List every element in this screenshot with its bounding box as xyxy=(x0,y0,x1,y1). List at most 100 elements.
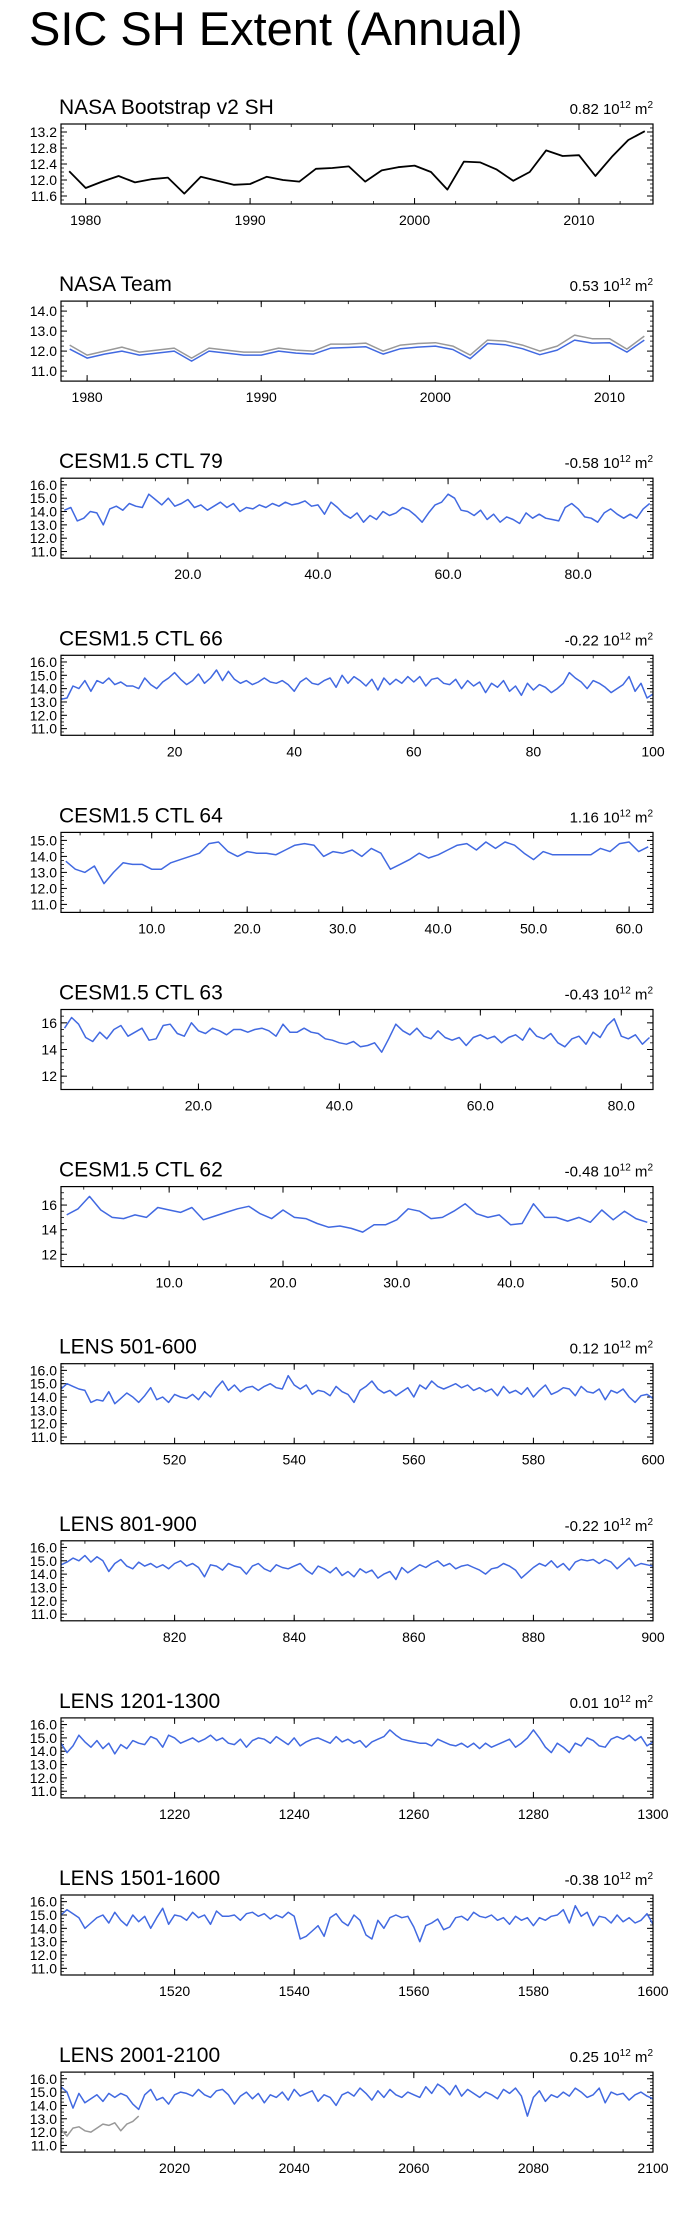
trend-value: 0.01 10 xyxy=(570,1695,620,1712)
trend-unit-exponent: 2 xyxy=(647,2048,653,2059)
plot-frame xyxy=(60,1717,654,1799)
chart-panel: LENS 501-600 0.12 1012 m2 11.012.013.014.0… xyxy=(30,1336,665,1468)
chart-panel: CESM1.5 CTL 66 -0.22 1012 m211.012.013.01… xyxy=(30,627,665,759)
series-line xyxy=(60,1729,654,1755)
x-tick-label: 2010 xyxy=(563,212,594,228)
x-tick-label: 2060 xyxy=(398,2160,429,2176)
y-tick-label: 12.0 xyxy=(30,707,57,723)
y-tick-label: 11.0 xyxy=(31,2137,57,2153)
x-tick-label: 840 xyxy=(283,1629,307,1645)
plot-frame xyxy=(60,1540,654,1622)
y-tick-label: 11.0 xyxy=(31,1429,57,1445)
x-tick-label: 2020 xyxy=(159,2160,190,2176)
x-tick-label: 20.0 xyxy=(174,566,201,582)
series-line xyxy=(60,669,654,701)
y-tick-label: 11.0 xyxy=(31,1783,57,1799)
y-tick-label: 11.0 xyxy=(31,544,57,560)
trend-value: -0.38 10 xyxy=(565,1872,620,1889)
trend-label: -0.22 1012 m2 xyxy=(565,631,654,649)
trend-unit: m xyxy=(631,632,648,649)
x-tick-label: 1980 xyxy=(70,212,101,228)
y-tick-label: 12.8 xyxy=(30,140,57,156)
x-tick-label: 80.0 xyxy=(608,1098,635,1114)
y-tick-label: 16.0 xyxy=(30,477,57,493)
y-tick-label: 14.0 xyxy=(30,504,57,520)
y-tick-label: 11.0 xyxy=(31,1606,57,1622)
x-tick-label: 30.0 xyxy=(329,920,356,936)
series-line xyxy=(69,339,645,362)
y-tick-label: 14.0 xyxy=(30,681,57,697)
y-tick-label: 12 xyxy=(41,1246,57,1262)
series-line xyxy=(65,841,649,885)
y-tick-label: 13.0 xyxy=(30,1934,57,1950)
trend-unit-exponent: 2 xyxy=(647,1694,653,1705)
y-tick-label: 13.0 xyxy=(30,2111,57,2127)
trend-label: -0.48 1012 m2 xyxy=(565,1163,654,1181)
x-tick-label: 1580 xyxy=(518,1983,549,1999)
panel-title: LENS 501-600 xyxy=(59,1336,197,1359)
panel-title: LENS 1501-1600 xyxy=(59,1867,220,1890)
trend-value: 0.53 10 xyxy=(570,278,620,295)
x-tick-label: 2100 xyxy=(637,2160,668,2176)
x-tick-label: 60.0 xyxy=(616,920,643,936)
plot-frame xyxy=(60,1894,654,1976)
trend-exponent: 12 xyxy=(620,986,632,997)
y-tick-label: 15.0 xyxy=(30,1907,57,1923)
trend-exponent: 12 xyxy=(620,1163,632,1174)
x-tick-label: 1540 xyxy=(279,1983,310,1999)
y-tick-label: 14.0 xyxy=(30,1566,57,1582)
y-tick-label: 12.0 xyxy=(30,343,57,359)
panel-title: LENS 801-900 xyxy=(59,1513,197,1536)
trend-exponent: 12 xyxy=(620,100,632,111)
y-tick-label: 13.0 xyxy=(30,864,57,880)
y-tick-label: 14.0 xyxy=(30,303,57,319)
chart-panels: NASA Bootstrap v2 SH 0.82 1012 m211.612.0… xyxy=(30,96,669,2176)
x-tick-label: 1980 xyxy=(72,389,103,405)
series-line xyxy=(66,1195,648,1233)
y-tick-label: 16 xyxy=(41,1015,57,1031)
y-tick-label: 15.0 xyxy=(30,2084,57,2100)
plot-frame xyxy=(60,123,654,205)
plot-frame xyxy=(60,654,654,736)
x-tick-label: 60 xyxy=(406,743,422,759)
x-tick-label: 20 xyxy=(167,743,183,759)
trend-exponent: 12 xyxy=(620,631,632,642)
y-tick-label: 16 xyxy=(41,1197,57,1213)
trend-unit-exponent: 2 xyxy=(647,1517,653,1528)
y-tick-label: 13.0 xyxy=(30,1757,57,1773)
x-tick-label: 80 xyxy=(526,743,542,759)
y-tick-label: 12.0 xyxy=(30,1770,57,1786)
y-tick-label: 14 xyxy=(41,1042,57,1058)
x-tick-label: 900 xyxy=(641,1629,665,1645)
trend-unit: m xyxy=(631,278,648,295)
plot-frame xyxy=(60,1008,654,1091)
trend-unit: m xyxy=(631,1695,648,1712)
x-tick-label: 520 xyxy=(163,1452,187,1468)
x-tick-label: 1260 xyxy=(398,1806,429,1822)
trend-value: -0.43 10 xyxy=(565,987,620,1004)
x-tick-label: 10.0 xyxy=(138,920,165,936)
series-line xyxy=(60,1904,654,1943)
panel-title: CESM1.5 CTL 63 xyxy=(59,982,223,1005)
y-tick-label: 13.0 xyxy=(30,1402,57,1418)
y-tick-label: 12.0 xyxy=(30,1416,57,1432)
y-tick-label: 15.0 xyxy=(30,1730,57,1746)
trend-label: 0.01 1012 m2 xyxy=(570,1694,654,1712)
series-line xyxy=(60,2083,654,2117)
y-tick-label: 11.0 xyxy=(31,1960,57,1976)
trend-unit-exponent: 2 xyxy=(647,100,653,111)
y-tick-label: 13.0 xyxy=(30,1579,57,1595)
series-line xyxy=(60,2115,140,2137)
x-tick-label: 2080 xyxy=(518,2160,549,2176)
plot-frame xyxy=(60,300,654,382)
trend-unit-exponent: 2 xyxy=(647,277,653,288)
x-tick-label: 10.0 xyxy=(156,1275,183,1291)
series-line xyxy=(68,130,646,195)
x-tick-label: 860 xyxy=(402,1629,426,1645)
plot-frame xyxy=(60,477,654,559)
x-tick-label: 40.0 xyxy=(425,920,452,936)
trend-unit-exponent: 2 xyxy=(647,454,653,465)
y-tick-label: 15.0 xyxy=(30,490,57,506)
y-tick-label: 11.0 xyxy=(31,896,57,912)
